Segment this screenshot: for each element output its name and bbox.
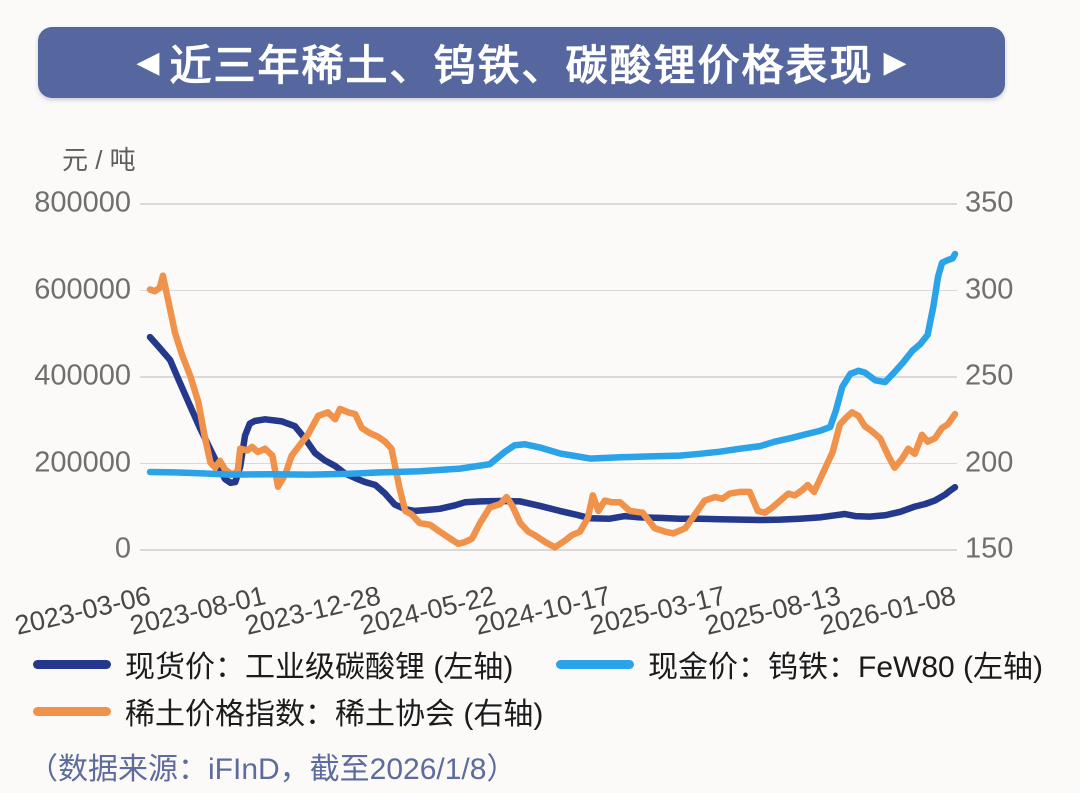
page-title: 近三年稀土、钨铁、碳酸锂价格表现 [169,42,874,89]
gridline [140,289,957,291]
price-line-chart [146,250,959,551]
series-line [146,333,959,524]
right-axis-tick-label: 250 [965,359,1014,392]
y-axis-unit-label: 元 / 吨 [62,145,136,175]
right-axis-tick-label: 150 [965,532,1014,565]
left-axis-tick-label: 400000 [34,359,131,392]
left-axis-tick-label: 600000 [34,273,131,305]
rare-earth-series-marker [33,706,111,716]
left-axis-tick-label: 800000 [34,186,131,219]
ferrotungsten-series-marker [556,659,634,669]
right-axis-tick-label: 350 [965,186,1014,219]
gridline [140,376,957,378]
lithium-series-marker [33,659,111,669]
series-line [146,272,959,551]
left-axis-tick-label: 200000 [34,446,131,478]
left-triangle-icon: ◀ [136,45,160,79]
right-axis-tick-label: 300 [965,273,1014,305]
legend-item-lithium-carbonate: 现货价：工业级碳酸锂 (左轴) [33,644,513,684]
legend-item-ferrotungsten: 现金价：钨铁：FeW80 (左轴) [556,644,1043,684]
series-line [146,250,959,478]
legend-label: 现货价：工业级碳酸锂 (左轴) [125,651,514,684]
gridline [140,462,957,464]
title-banner: ◀ 近三年稀土、钨铁、碳酸锂价格表现 ▶ [38,27,1005,98]
gridline [140,549,957,551]
right-axis-tick-label: 200 [965,446,1014,478]
legend-item-rare-earth-index: 稀土价格指数：稀土协会 (右轴) [33,691,543,731]
gridline [140,203,957,205]
legend-label: 现金价：钨铁：FeW80 (左轴) [648,651,1044,684]
data-source-note: （数据来源：iFInD，截至2026/1/8） [28,753,517,786]
legend-label: 稀土价格指数：稀土协会 (右轴) [125,698,544,731]
right-triangle-icon: ▶ [883,45,907,79]
left-axis-tick-label: 0 [114,532,131,565]
